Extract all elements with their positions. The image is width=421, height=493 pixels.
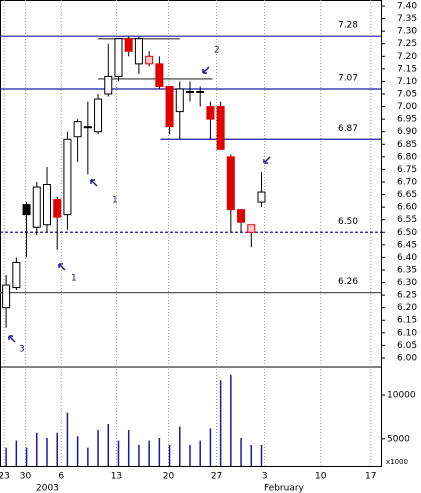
candle-body [83,126,92,129]
candle-body [196,90,205,93]
candle-body [63,138,72,216]
x-tick-label: 17 [365,472,376,482]
y-tick-label: 6.70 [397,177,417,187]
candle-body [22,204,31,216]
candle-body [237,209,246,223]
y-tick-label: 6.25 [397,291,417,301]
annotation: 3 [19,345,25,355]
candle-body [247,224,256,233]
y-tick-label: 6.10 [397,328,417,338]
candle-body [42,184,51,226]
candle-body [32,186,41,228]
x-tick-label: 10 [315,472,327,482]
candle-body [216,106,225,150]
y-tick-label: 6.80 [397,152,417,162]
x-tick-label: 27 [211,472,222,482]
y-tick-label: 6.30 [397,278,417,288]
annotation: 2 [214,46,220,56]
y-tick-label: 6.95 [397,115,417,125]
arrow [58,263,66,271]
y-tick-label: 6.00 [397,353,417,363]
arrow [202,66,210,74]
candle-body [53,199,62,218]
annotation: 1 [112,196,118,206]
y-tick-label: 6.40 [397,253,417,263]
y-tick-label: 6.65 [397,190,417,200]
candle-body [94,98,103,133]
arrow [8,335,16,343]
candle-body [175,88,184,113]
x-tick-label: 23 [0,472,10,482]
y-tick-label: 6.15 [397,316,417,326]
candle-body [2,284,11,309]
period-label: February [264,484,305,493]
x-tick-label: 6 [58,472,64,482]
candle-body [145,55,154,65]
candle-body [114,38,123,77]
x-tick-label: 13 [111,472,122,482]
y-tick-label: 6.85 [397,140,417,150]
x-tick-label: 20 [163,472,175,482]
y-tick-label: 7.30 [397,27,417,37]
level-label: 7.28 [338,21,358,31]
x-tick-label: 3 [262,472,268,482]
y-tick-label: 6.05 [397,341,417,351]
candle-body [124,38,133,52]
candle-body [165,85,174,128]
y-tick-label: 6.45 [397,240,417,250]
y-tick-label: 7.25 [397,39,417,49]
candle-body [206,106,215,120]
x-tick-label: 30 [20,472,32,482]
y-tick-label: 7.00 [397,102,417,112]
y-tick-label: 7.05 [397,90,417,100]
candle-body [226,156,235,211]
level-label: 7.07 [338,73,358,83]
y-tick-label: 6.90 [397,127,417,137]
candle-body [134,38,143,65]
level-label: 6.87 [338,124,358,134]
arrow [90,179,98,187]
volume-tick-label: 10000 [387,391,416,401]
y-tick-label: 7.10 [397,77,417,87]
y-tick-label: 7.35 [397,14,417,24]
annotation: 1 [71,274,77,284]
y-tick-label: 6.55 [397,215,417,225]
candle-body [155,63,164,87]
y-tick-label: 6.50 [397,228,417,238]
y-tick-label: 6.60 [397,203,417,213]
frame [0,0,382,467]
level-label: 6.26 [338,277,358,287]
candle-body [12,261,21,289]
volume-tick-label: 5000 [387,434,410,444]
y-tick-label: 6.20 [397,303,417,313]
candle-body [257,191,266,203]
y-tick-label: 7.40 [397,2,417,12]
y-tick-label: 6.75 [397,165,417,175]
volume-unit: x1000 [386,458,408,466]
y-tick-label: 7.20 [397,52,417,62]
candle-body [185,90,194,93]
level-label: 6.50 [338,217,358,227]
period-label: 2003 [36,484,59,493]
candle-body [104,75,113,95]
y-tick-label: 7.15 [397,64,417,74]
y-tick-label: 6.35 [397,265,417,275]
candle-body [73,121,82,138]
